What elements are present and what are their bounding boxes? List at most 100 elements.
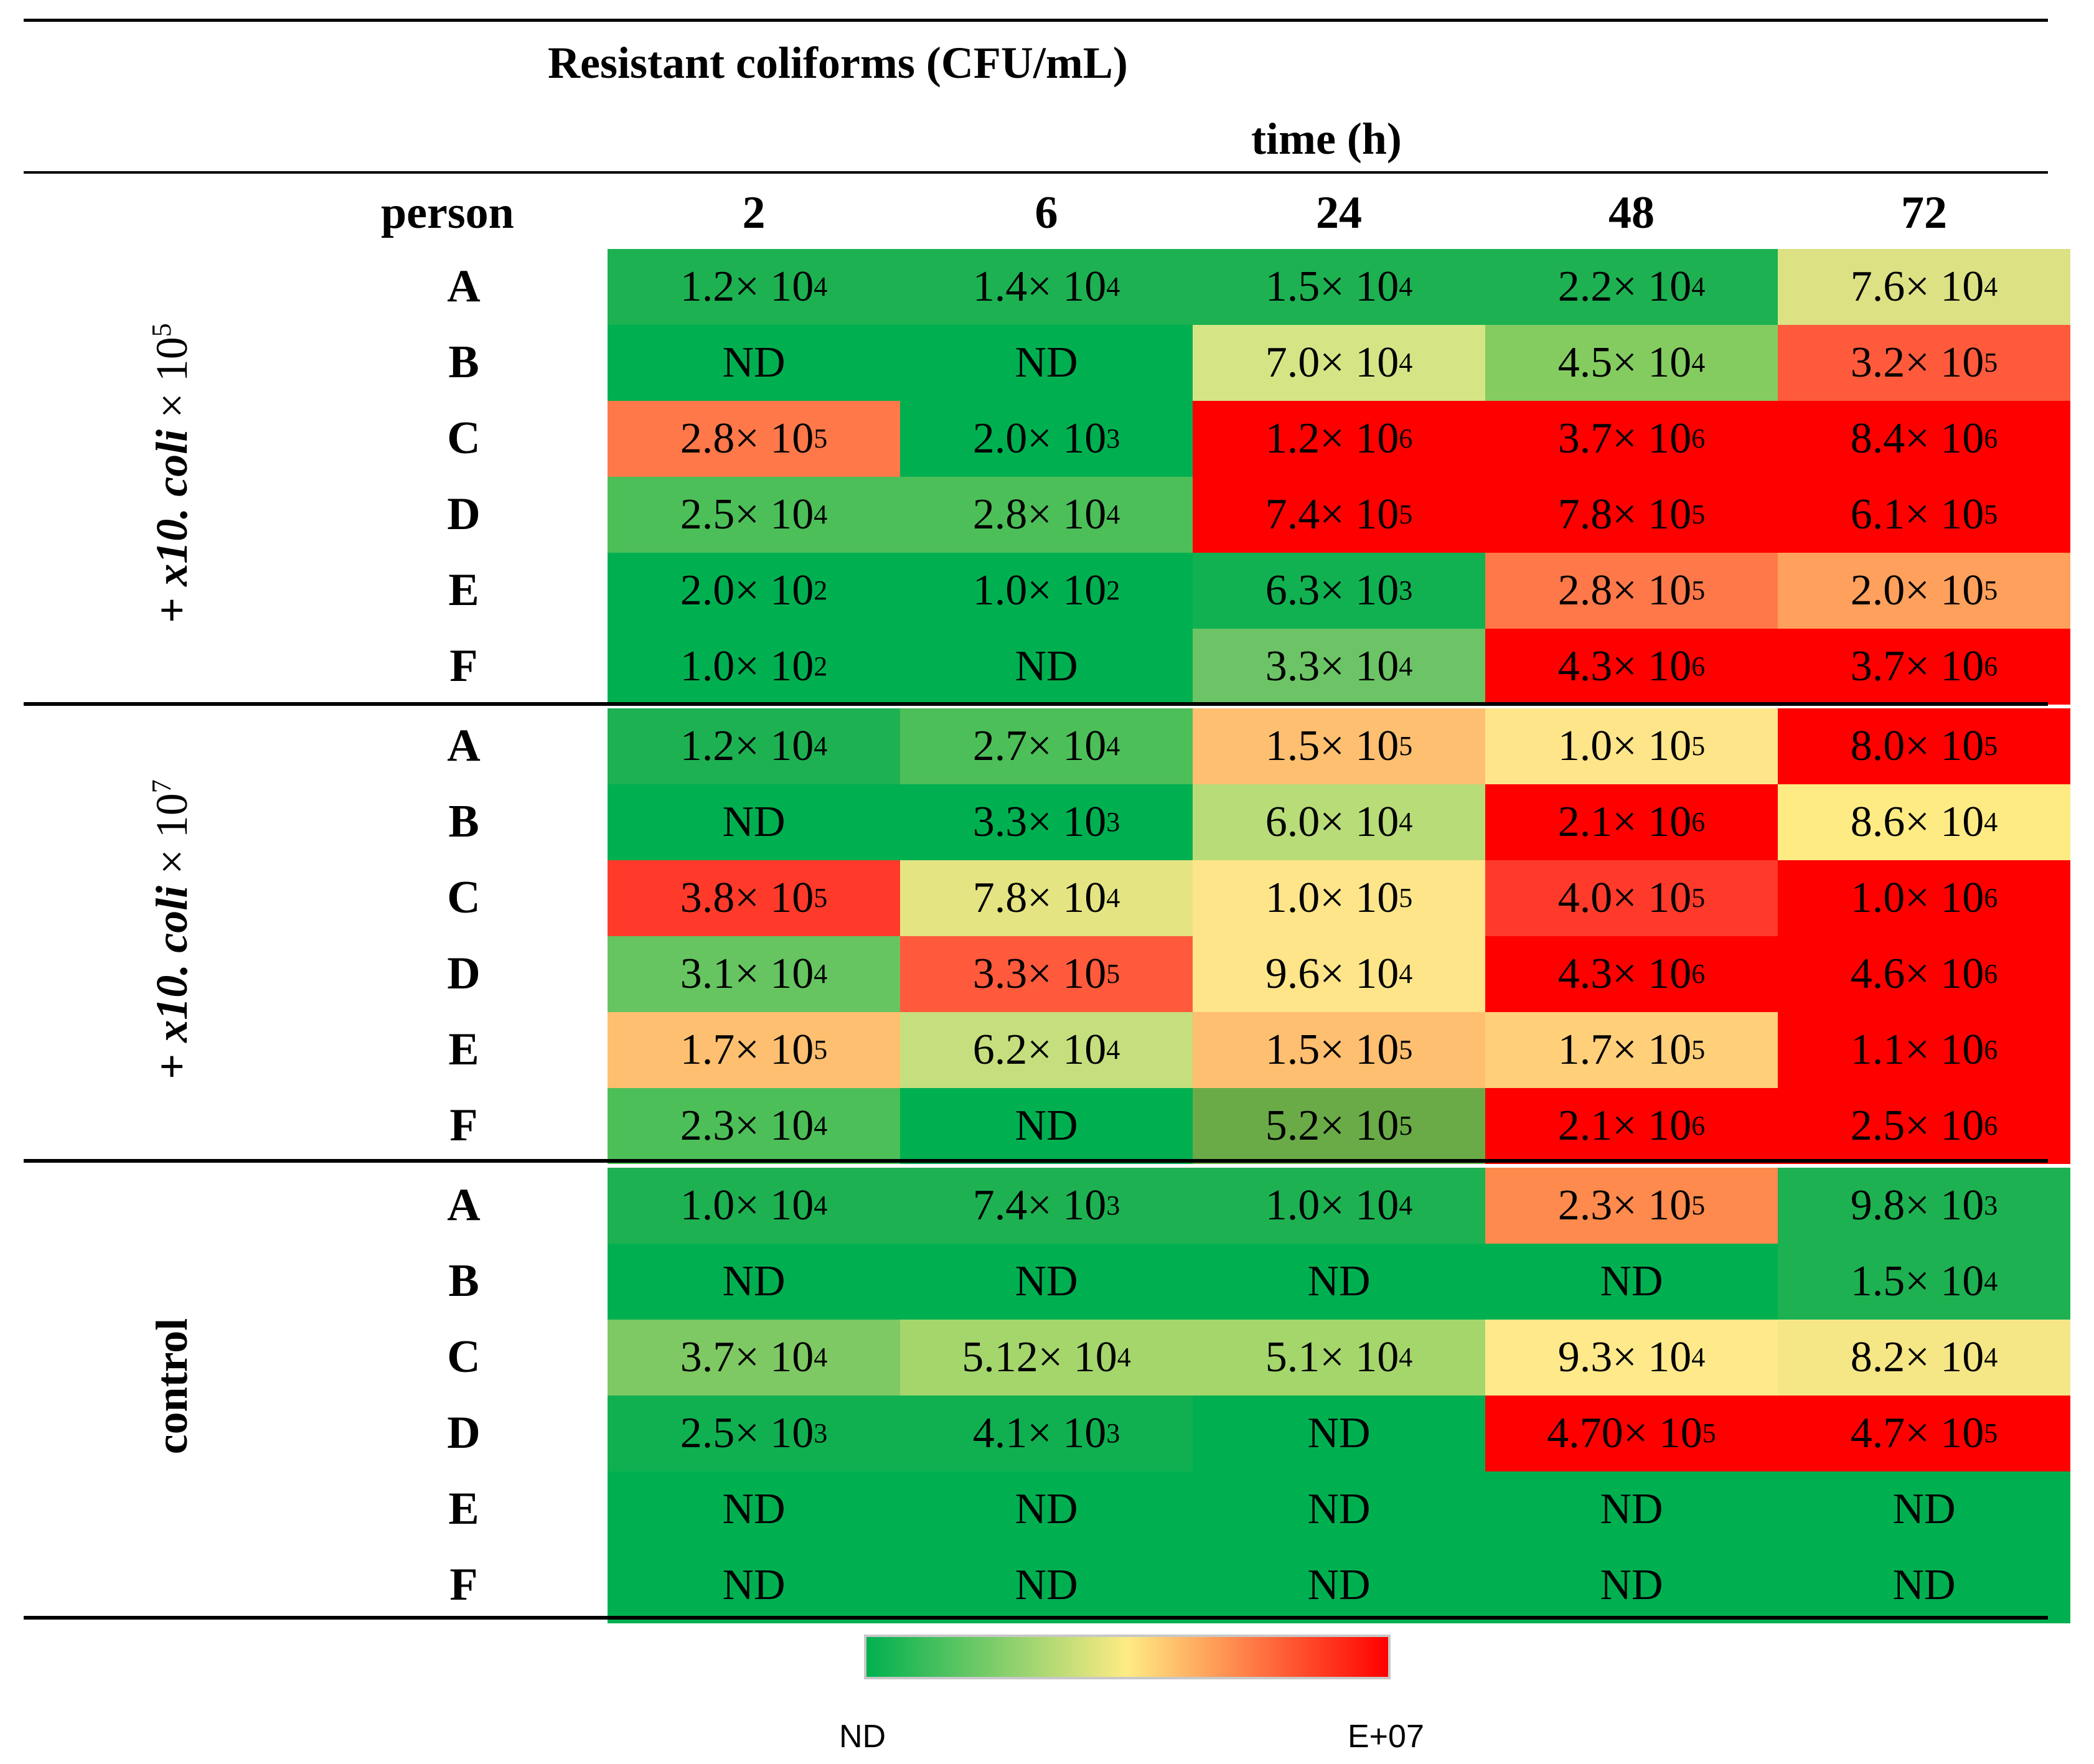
times-ten-symbol: × 10 [1612, 642, 1692, 690]
heatmap-cell: 9.3 × 10 4 [1485, 1320, 1778, 1396]
cell-value: 1.2 [680, 722, 735, 770]
cell-value: 1.2 [680, 263, 735, 311]
times-ten-symbol: × 10 [735, 1102, 814, 1150]
heatmap-cell: 2.0 × 10 3 [900, 401, 1193, 477]
times-ten-symbol: × 10 [1905, 1257, 1984, 1305]
heatmap-cell: 3.2 × 10 5 [1778, 325, 2070, 401]
cell-value: 1.5 [1265, 263, 1320, 311]
cell-value: ND [1307, 1561, 1371, 1609]
cell-value: 1.0 [1557, 722, 1613, 770]
cell-value: 7.4 [1265, 490, 1320, 538]
heatmap-cell: 1.5 × 10 4 [1193, 249, 1485, 325]
group-divider-1 [24, 702, 2048, 706]
cell-value: 8.4 [1850, 415, 1905, 462]
cell-value: ND [1015, 1561, 1078, 1609]
times-ten-symbol: × 10 [1320, 722, 1399, 770]
heatmap-cell: 5.12 × 10 4 [900, 1320, 1193, 1396]
cell-value: 3.8 [680, 874, 735, 922]
cell-value: 4.3 [1557, 642, 1613, 690]
top-rule [24, 19, 2048, 22]
cell-value: ND [1015, 1257, 1078, 1305]
times-ten-symbol: × 10 [1612, 490, 1692, 538]
heatmap-cell: 4.1 × 10 3 [900, 1396, 1193, 1471]
cell-value: 4.1 [972, 1409, 1028, 1457]
times-ten-symbol: × 10 [1905, 1409, 1984, 1457]
times-ten-symbol: × 10 [1905, 1026, 1984, 1074]
heatmap-cell: ND [900, 1088, 1193, 1164]
heatmap-cell: 3.3 × 10 5 [900, 936, 1193, 1012]
times-ten-symbol: × 10 [1320, 490, 1399, 538]
heatmap-cell: 4.6 × 10 6 [1778, 936, 2070, 1012]
column-header-72h: 72 [1901, 187, 1947, 238]
group-label-1e7: + x10. coli × 107 [146, 779, 197, 1079]
person-label: E [448, 1483, 479, 1534]
heatmap-cell: 3.7 × 10 6 [1778, 629, 2070, 705]
heatmap-cell: 3.1 × 10 4 [608, 936, 900, 1012]
heatmap-cell: 8.2 × 10 4 [1778, 1320, 2070, 1396]
times-ten-symbol: × 10 [1905, 642, 1984, 690]
cell-value: 1.5 [1850, 1257, 1905, 1305]
person-label: B [448, 796, 479, 847]
time-axis-label: time (h) [1251, 114, 1402, 164]
heatmap-cell: 3.8 × 10 5 [608, 860, 900, 936]
person-label: B [448, 1255, 479, 1307]
cell-value: 9.6 [1265, 950, 1320, 998]
person-label: C [447, 413, 481, 464]
person-label: D [447, 1407, 481, 1458]
times-ten-symbol: × 10 [1320, 1333, 1399, 1381]
heatmap-cell: 1.5 × 10 4 [1778, 1244, 2070, 1320]
heatmap-cell: 7.4 × 10 3 [900, 1168, 1193, 1244]
cell-value: 1.0 [1850, 874, 1905, 922]
times-ten-symbol: × 10 [1027, 415, 1107, 462]
heatmap-cell: 3.7 × 10 4 [608, 1320, 900, 1396]
cell-value: 2.0 [1850, 566, 1905, 614]
cell-value: 2.0 [972, 415, 1028, 462]
times-ten-symbol: × 10 [1320, 566, 1399, 614]
cell-value: 1.0 [680, 642, 735, 690]
times-ten-symbol: × 10 [1612, 415, 1692, 462]
heatmap-cell: ND [1485, 1244, 1778, 1320]
times-ten-symbol: × 10 [735, 722, 814, 770]
heatmap-cell: 1.5 × 10 5 [1193, 1012, 1485, 1088]
heatmap-cell: 7.0 × 10 4 [1193, 325, 1485, 401]
cell-value: 7.8 [972, 874, 1028, 922]
cell-value: 1.0 [680, 1181, 735, 1229]
person-label: A [447, 261, 481, 312]
heatmap-cell: 4.70 × 10 5 [1485, 1396, 1778, 1471]
cell-value: 3.1 [680, 950, 735, 998]
cell-value: 1.0 [1265, 874, 1320, 922]
times-ten-symbol: × 10 [1905, 566, 1984, 614]
times-ten-symbol: × 10 [735, 1333, 814, 1381]
heatmap-cell: ND [1193, 1396, 1485, 1471]
heatmap-cell: 1.1 × 10 6 [1778, 1012, 2070, 1088]
heatmap-cell: 9.8 × 10 3 [1778, 1168, 2070, 1244]
times-ten-symbol: × 10 [1027, 950, 1107, 998]
cell-value: 3.2 [1850, 339, 1905, 387]
times-ten-symbol: × 10 [735, 1026, 814, 1074]
cell-value: 2.8 [1557, 566, 1613, 614]
cell-value: ND [1015, 339, 1078, 387]
cell-value: ND [1015, 1485, 1078, 1533]
times-ten-symbol: × 10 [1027, 263, 1107, 311]
heatmap-cell: ND [900, 1547, 1193, 1623]
heatmap-cell: ND [900, 1244, 1193, 1320]
heatmap-cell: 6.0 × 10 4 [1193, 784, 1485, 860]
times-ten-symbol: × 10 [735, 642, 814, 690]
table-title: Resistant coliforms (CFU/mL) [548, 38, 1128, 88]
times-ten-symbol: × 10 [1027, 874, 1107, 922]
cell-value: 6.2 [972, 1026, 1028, 1074]
heatmap-cell: 4.7 × 10 5 [1778, 1396, 2070, 1471]
cell-value: 2.2 [1557, 263, 1613, 311]
times-ten-symbol: × 10 [1905, 874, 1984, 922]
times-ten-symbol: × 10 [1905, 490, 1984, 538]
cell-value: ND [1015, 642, 1078, 690]
heatmap-cell: 1.0 × 10 2 [608, 629, 900, 705]
cell-value: 3.7 [680, 1333, 735, 1381]
times-ten-symbol: × 10 [1027, 566, 1107, 614]
heatmap-cell: 2.5 × 10 6 [1778, 1088, 2070, 1164]
heatmap-cell: 4.3 × 10 6 [1485, 936, 1778, 1012]
heatmap-cell: 2.3 × 10 4 [608, 1088, 900, 1164]
heatmap-cell: 8.4 × 10 6 [1778, 401, 2070, 477]
cell-value: 2.0 [680, 566, 735, 614]
times-ten-symbol: × 10 [1027, 798, 1107, 846]
